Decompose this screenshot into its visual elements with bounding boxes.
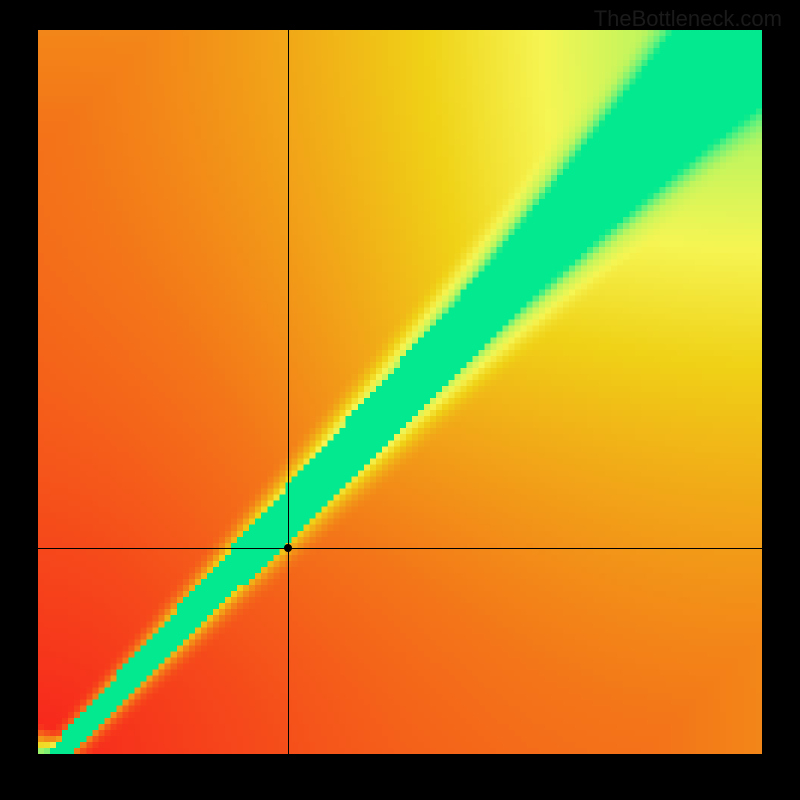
- heatmap-plot: [38, 30, 762, 754]
- crosshair-vertical: [288, 30, 289, 754]
- heatmap-canvas: [38, 30, 762, 754]
- crosshair-horizontal: [38, 548, 762, 549]
- watermark-text: TheBottleneck.com: [594, 6, 782, 32]
- marker-dot: [284, 544, 292, 552]
